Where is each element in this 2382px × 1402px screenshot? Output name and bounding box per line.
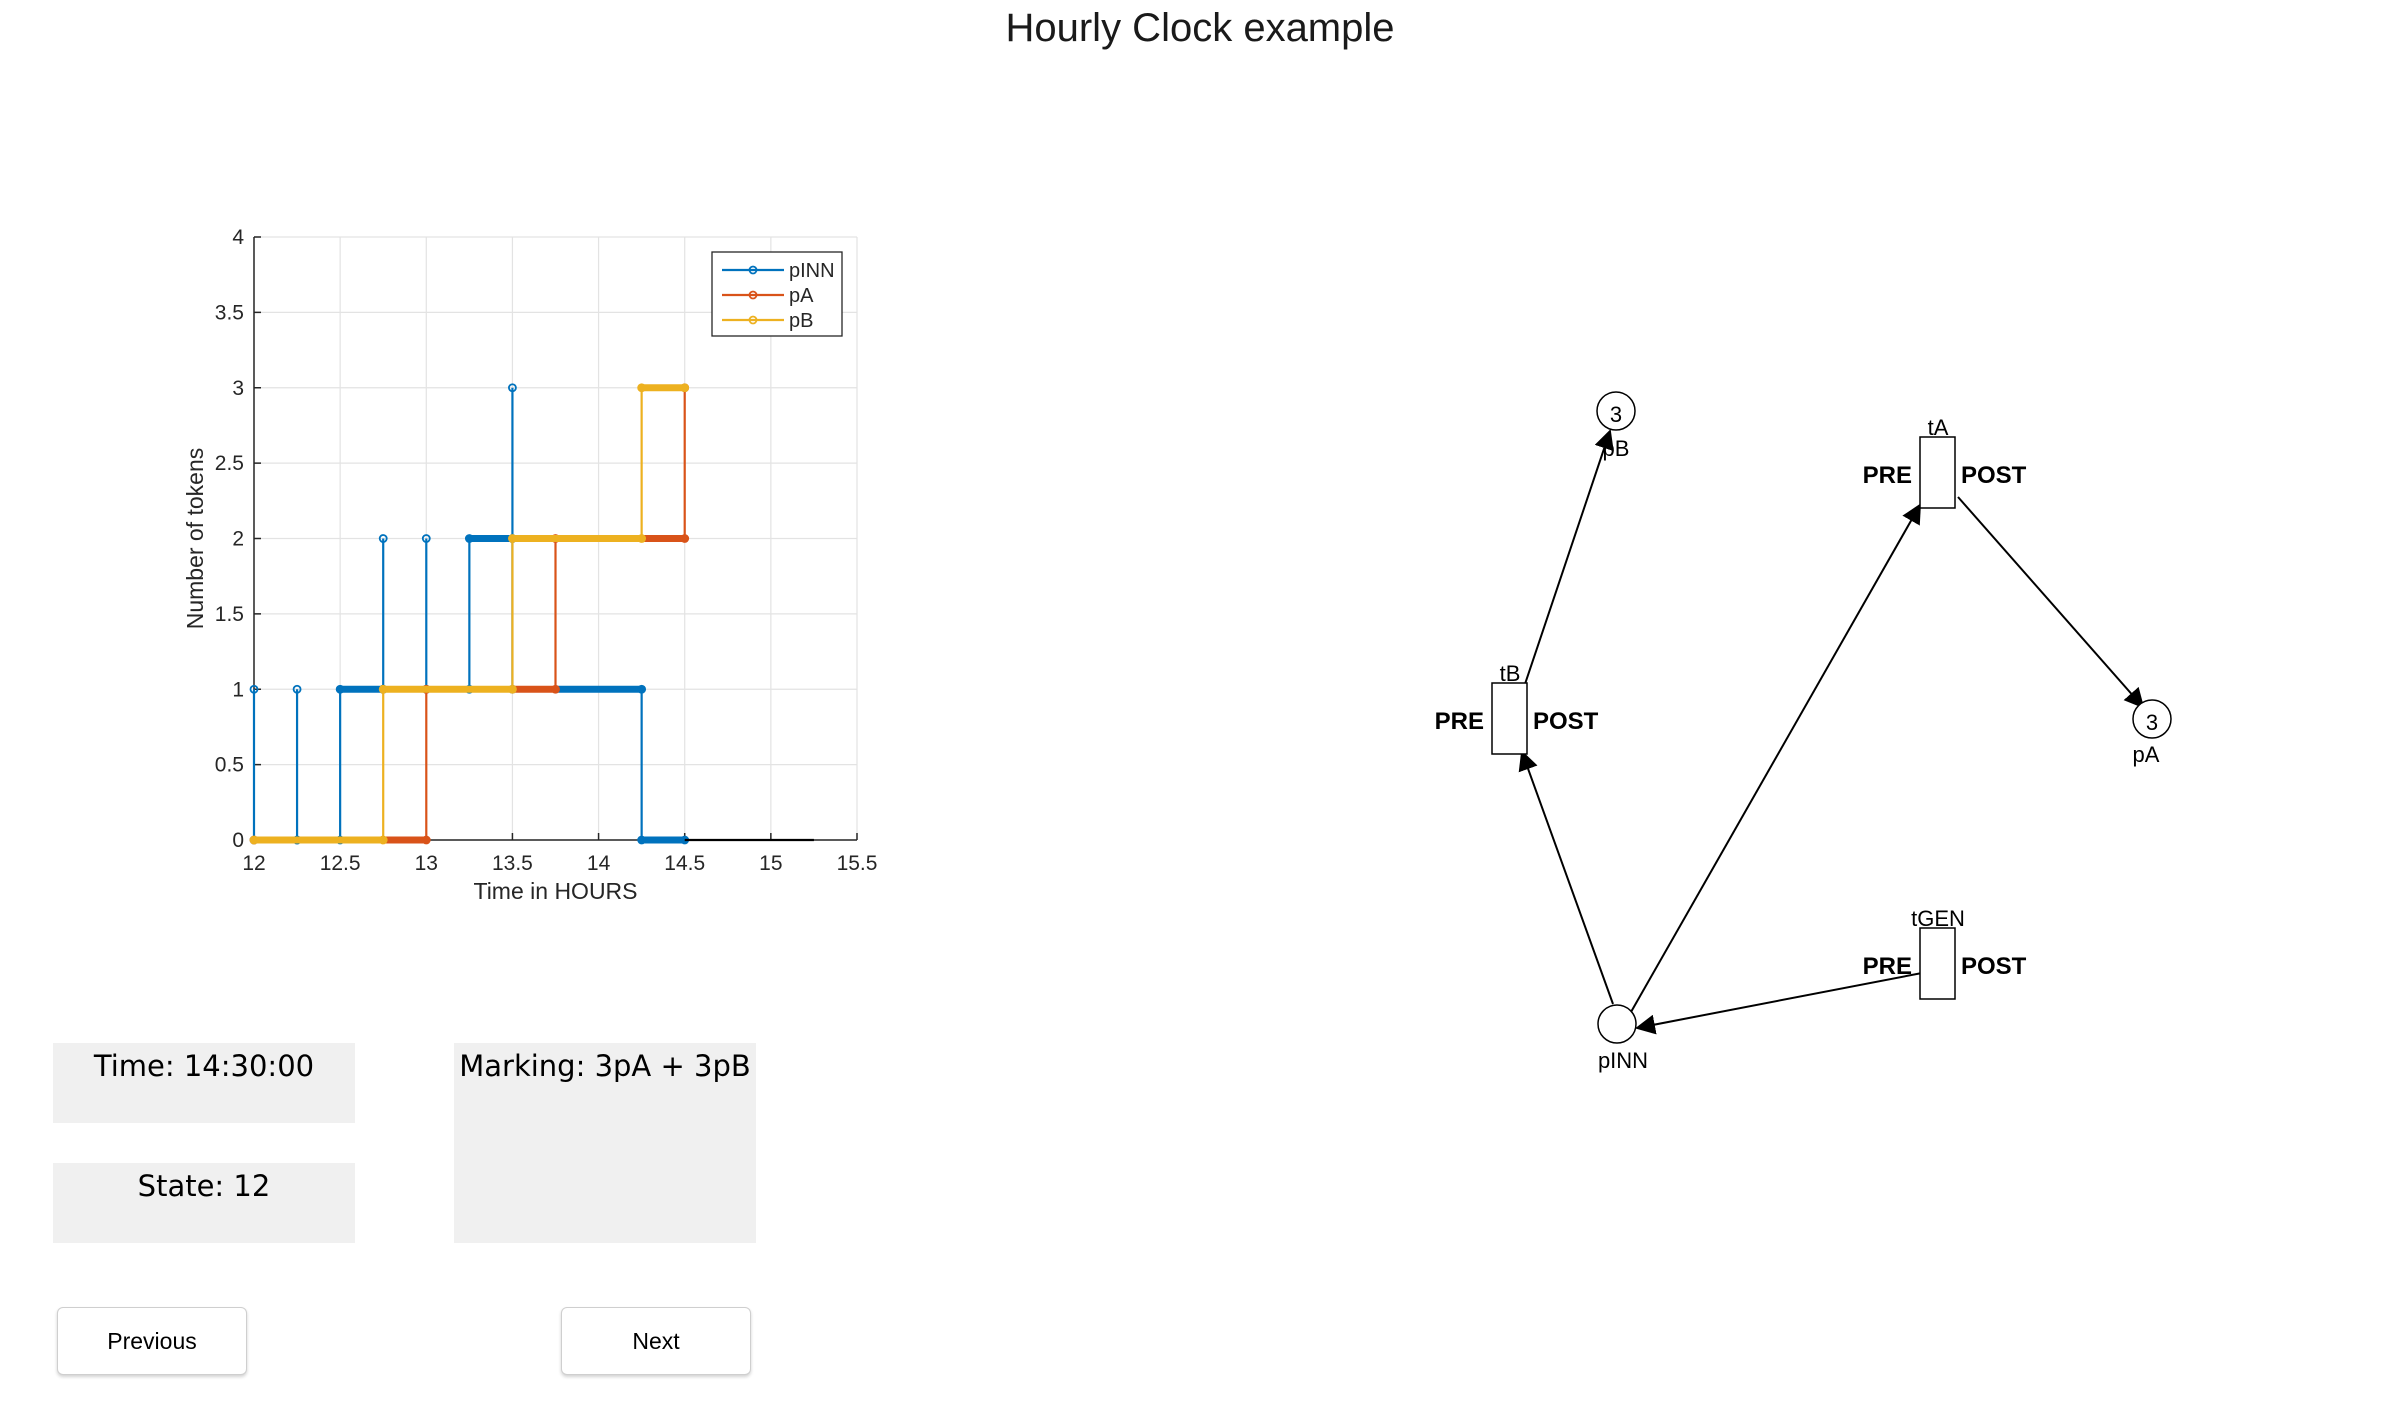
arc-pINN-to-tA xyxy=(1630,503,1921,1013)
y-tick-label: 2 xyxy=(232,528,244,551)
place-pA-label: pA xyxy=(2133,742,2160,767)
series-pB xyxy=(249,383,690,845)
x-tick-label: 13.5 xyxy=(492,852,533,875)
place-pA-tokens: 3 xyxy=(2146,710,2158,735)
y-tick-label: 0.5 xyxy=(215,754,244,777)
data-point-pB xyxy=(249,835,259,845)
petri-net-diagram: 3 pB 3 pA pINN tA PRE POST tB PRE POST t… xyxy=(1435,391,2172,1073)
arc-pINN-to-tB xyxy=(1518,750,1614,1005)
x-axis-label: Time in HOURS xyxy=(474,878,638,904)
place-pINN[interactable]: pINN xyxy=(1597,1004,1648,1073)
data-point-pINN xyxy=(508,383,517,393)
legend-label-pA: pA xyxy=(789,285,814,307)
transition-tGEN[interactable]: tGEN PRE POST xyxy=(1863,906,2027,1000)
data-point-pB xyxy=(680,383,690,393)
data-point-pINN xyxy=(464,534,474,543)
legend-label-pB: pB xyxy=(789,310,813,332)
y-tick-label: 2.5 xyxy=(215,452,244,475)
x-tick-label: 14 xyxy=(587,852,611,875)
series-pA xyxy=(249,383,690,845)
data-point-pINN xyxy=(249,684,259,694)
y-tick-label: 1 xyxy=(232,678,244,701)
place-pB-label: pB xyxy=(1603,436,1630,461)
data-point-pB xyxy=(637,534,647,543)
transition-tGEN-label: tGEN xyxy=(1911,906,1965,931)
arc-tGEN-to-pINN xyxy=(1635,972,1923,1035)
data-point-pINN xyxy=(637,835,647,845)
transition-tA-post: POST xyxy=(1961,462,2027,489)
y-tick-label: 4 xyxy=(232,226,244,249)
next-button[interactable]: Next xyxy=(561,1307,751,1375)
transition-tB[interactable]: tB PRE POST xyxy=(1435,661,1599,755)
place-pA[interactable]: 3 pA xyxy=(2132,699,2172,767)
x-tick-label: 14.5 xyxy=(664,852,705,875)
x-tick-label: 12 xyxy=(242,852,265,875)
marking-label: Marking: 3pA + 3pB xyxy=(459,1049,751,1083)
transition-tGEN-pre: PRE xyxy=(1863,953,1912,980)
place-pB-tokens: 3 xyxy=(1610,402,1622,427)
transition-tB-pre: PRE xyxy=(1435,708,1484,735)
x-tick-label: 15.5 xyxy=(837,852,878,875)
legend-marker-pINN xyxy=(748,265,758,275)
x-tick-label: 13 xyxy=(415,852,438,875)
data-point-pA xyxy=(551,684,560,694)
legend-marker-pB xyxy=(748,315,758,325)
petri-arcs xyxy=(1518,429,2145,1035)
token-plot: 12 12.5 13 13.5 14 14.5 15 15.5 0 0.5 1 1.5 2 2.5 3 3.5… xyxy=(182,226,878,904)
data-point-pINN xyxy=(335,684,345,694)
y-tick-label: 1.5 xyxy=(215,603,244,626)
transition-tA[interactable]: tA PRE POST xyxy=(1863,415,2027,509)
data-point-pA xyxy=(680,534,690,543)
data-point-pB xyxy=(378,684,388,694)
transition-tB-label: tB xyxy=(1500,661,1521,686)
legend-label-pINN: pINN xyxy=(789,260,835,282)
state-label: State: 12 xyxy=(137,1169,271,1203)
data-point-pA xyxy=(421,835,431,845)
data-point-pINN xyxy=(292,684,302,694)
arc-tA-to-pA xyxy=(1957,496,2145,709)
series-line-pB xyxy=(254,386,685,842)
data-point-pB xyxy=(378,835,388,845)
time-label: Time: 14:30:00 xyxy=(93,1049,315,1083)
window-title: Hourly Clock example xyxy=(1005,6,1395,50)
time-display: Time: 14:30:00 xyxy=(53,1043,355,1123)
transition-tB-post: POST xyxy=(1533,708,1599,735)
transition-tA-label: tA xyxy=(1928,415,1949,440)
data-point-pB xyxy=(508,534,517,543)
transition-tA-pre: PRE xyxy=(1863,462,1912,489)
data-point-pINN xyxy=(378,534,388,543)
x-tick-label: 15 xyxy=(759,852,782,875)
data-point-pB xyxy=(637,383,647,393)
place-pB[interactable]: 3 pB xyxy=(1596,391,1636,461)
arc-tB-to-pB xyxy=(1521,429,1614,694)
data-point-pB xyxy=(508,684,517,694)
legend-marker-pA xyxy=(748,290,758,300)
previous-button[interactable]: Previous xyxy=(57,1307,247,1375)
data-point-pINN xyxy=(637,684,647,694)
marking-display: Marking: 3pA + 3pB xyxy=(454,1043,756,1243)
y-tick-label: 3.5 xyxy=(215,301,244,324)
place-pINN-label: pINN xyxy=(1598,1048,1648,1073)
data-point-pINN xyxy=(421,534,431,543)
state-display: State: 12 xyxy=(53,1163,355,1243)
transition-tGEN-post: POST xyxy=(1961,953,2027,980)
y-tick-label: 0 xyxy=(232,829,244,852)
x-tick-label: 12.5 xyxy=(320,852,361,875)
y-tick-label: 3 xyxy=(232,377,244,400)
y-axis-label: Number of tokens xyxy=(182,448,208,630)
